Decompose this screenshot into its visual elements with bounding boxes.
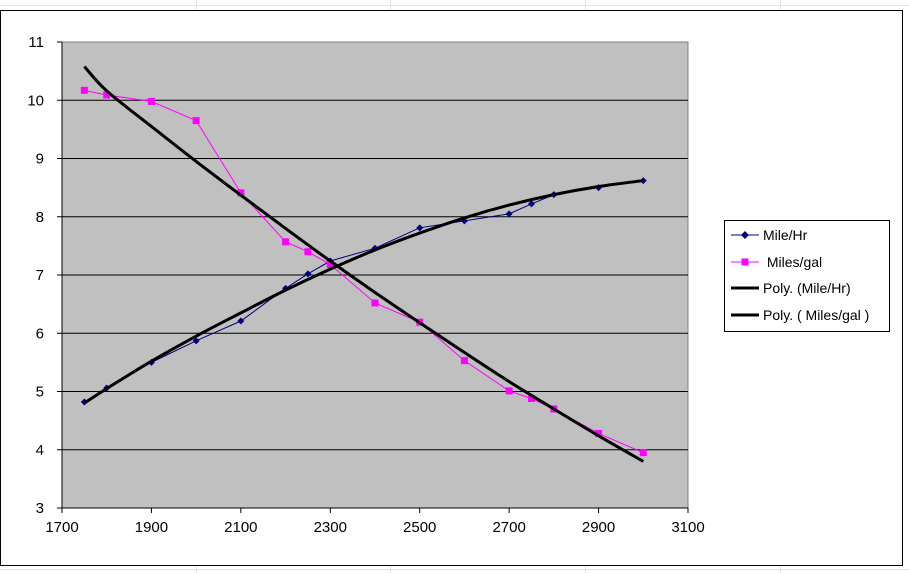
legend-label: Poly. ( Miles/gal ) <box>763 307 870 323</box>
data-point-square <box>192 117 200 125</box>
y-tick-label: 3 <box>36 500 44 517</box>
x-tick-label: 2300 <box>314 519 347 536</box>
x-tick-label: 1700 <box>45 519 78 536</box>
data-point-square <box>371 299 379 307</box>
data-point-diamond <box>416 224 424 232</box>
legend-swatch-poly-mile-hr <box>731 281 759 295</box>
y-tick-label: 4 <box>36 442 44 459</box>
gridlines <box>62 99 688 451</box>
legend-label: Mile/Hr <box>763 227 808 243</box>
data-point-square <box>147 97 155 105</box>
y-axis-ticks: 3 4 5 6 7 8 9 10 11 <box>27 34 62 517</box>
legend-swatch-mile-hr <box>731 228 759 242</box>
chart-legend[interactable]: Mile/Hr Miles/gal Poly. (Mile/Hr) Poly. … <box>724 220 890 332</box>
y-tick-label: 5 <box>36 384 44 401</box>
data-point-square <box>282 238 290 246</box>
legend-item-miles-gal: Miles/gal <box>731 251 887 273</box>
trendline-path <box>83 65 645 463</box>
legend-label: Poly. (Mile/Hr) <box>763 280 851 296</box>
y-tick-label: 6 <box>36 325 44 342</box>
trendline-path <box>83 179 644 405</box>
legend-item-poly-mile-hr: Poly. (Mile/Hr) <box>731 277 887 299</box>
x-axis-ticks: 1700 1900 2100 2300 2500 2700 2900 3100 <box>45 508 705 536</box>
data-point-square <box>326 261 334 269</box>
data-point-square <box>460 357 468 365</box>
y-tick-label: 11 <box>28 34 44 51</box>
data-point-square <box>304 248 312 256</box>
y-tick-label: 7 <box>36 267 44 284</box>
y-tick-label: 10 <box>27 92 44 109</box>
x-tick-label: 2700 <box>492 519 525 536</box>
data-point-square <box>639 449 647 457</box>
series-trendline-3 <box>83 65 645 463</box>
data-point-diamond <box>505 210 513 218</box>
legend-swatch-miles-gal <box>731 255 759 269</box>
data-point-square <box>237 189 245 197</box>
x-tick-label: 2500 <box>403 519 436 536</box>
x-tick-label: 3100 <box>671 519 704 536</box>
legend-swatch-poly-miles-gal <box>731 308 759 322</box>
x-tick-label: 2100 <box>224 519 257 536</box>
data-point-square <box>528 394 535 402</box>
legend-item-mile-hr: Mile/Hr <box>731 224 887 246</box>
series-layer <box>80 65 647 463</box>
data-point-square <box>103 91 111 99</box>
data-point-diamond <box>304 270 312 278</box>
legend-label: Miles/gal <box>763 254 823 270</box>
x-tick-label: 2900 <box>582 519 615 536</box>
data-point-square <box>595 429 603 437</box>
x-tick-label: 1900 <box>135 519 168 536</box>
legend-item-poly-miles-gal: Poly. ( Miles/gal ) <box>731 304 887 326</box>
data-point-square <box>505 387 513 395</box>
data-point-diamond <box>192 337 200 345</box>
data-point-diamond <box>528 200 535 208</box>
y-tick-label: 8 <box>36 209 44 226</box>
data-point-square <box>80 86 88 94</box>
series-line <box>84 180 644 403</box>
series-trendline-2 <box>83 179 644 405</box>
y-tick-label: 9 <box>36 151 44 168</box>
data-point-diamond <box>237 317 245 325</box>
